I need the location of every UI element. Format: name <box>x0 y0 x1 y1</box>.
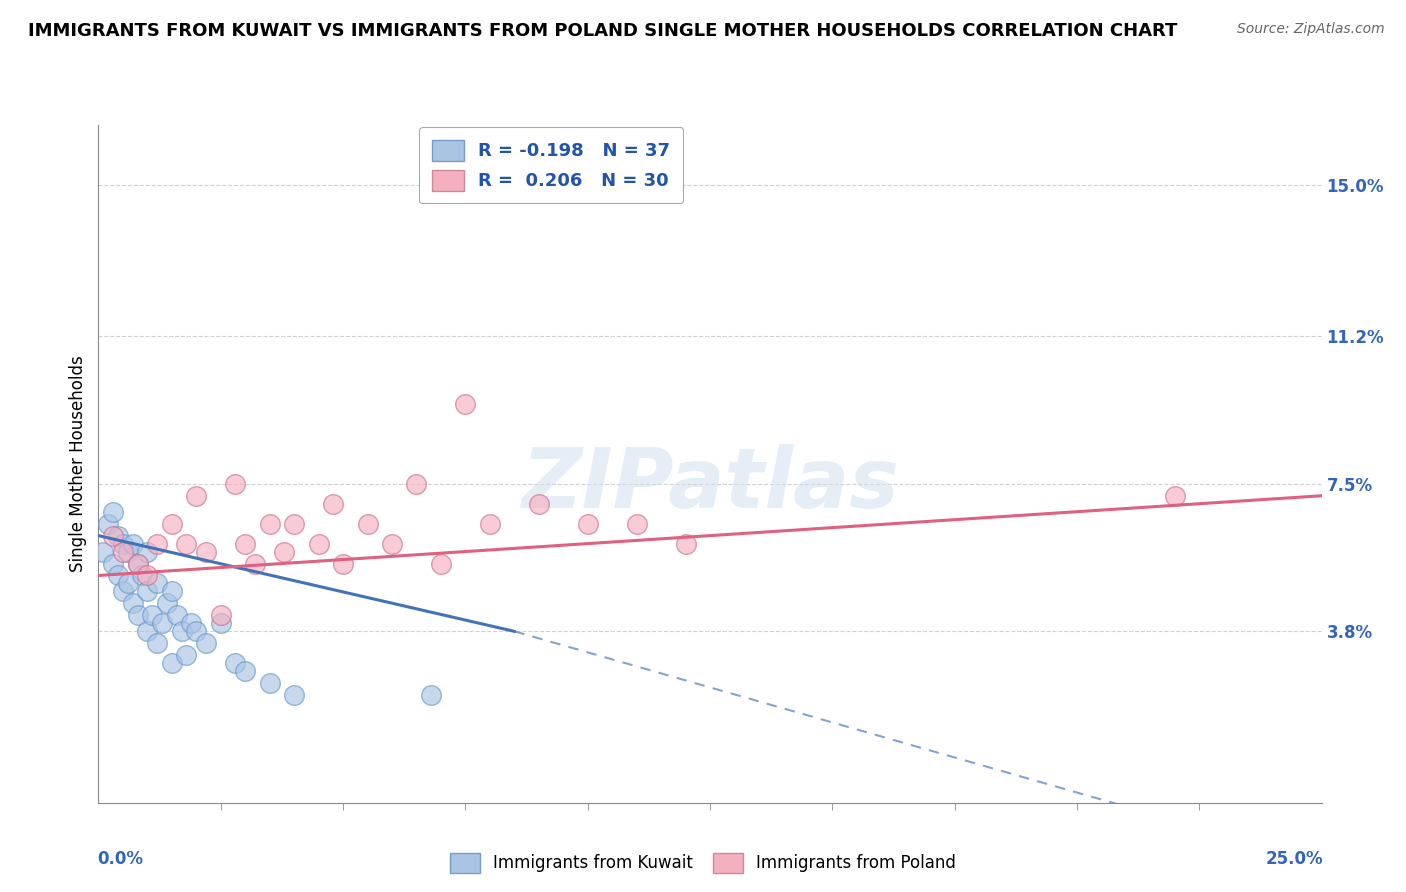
Point <box>160 657 183 671</box>
Point <box>430 557 453 571</box>
Point <box>121 536 143 550</box>
Point <box>160 516 183 531</box>
Point <box>283 516 305 531</box>
Point <box>141 608 163 623</box>
Point <box>127 557 149 571</box>
Point <box>308 536 330 550</box>
Point <box>209 616 232 631</box>
Point <box>195 636 218 650</box>
Point <box>224 476 246 491</box>
Point <box>273 544 295 558</box>
Point <box>322 497 344 511</box>
Point <box>160 584 183 599</box>
Point <box>91 544 114 558</box>
Y-axis label: Single Mother Households: Single Mother Households <box>69 356 87 572</box>
Point <box>283 688 305 702</box>
Point <box>478 516 501 531</box>
Point <box>121 596 143 610</box>
Point <box>180 616 202 631</box>
Point <box>527 497 550 511</box>
Point <box>107 568 129 582</box>
Point <box>195 544 218 558</box>
Point <box>156 596 179 610</box>
Text: Source: ZipAtlas.com: Source: ZipAtlas.com <box>1237 22 1385 37</box>
Point <box>176 536 198 550</box>
Point <box>420 688 443 702</box>
Point <box>405 476 427 491</box>
Point <box>111 584 134 599</box>
Point <box>176 648 198 663</box>
Point <box>136 544 159 558</box>
Point <box>136 584 159 599</box>
Point <box>136 624 159 639</box>
Point <box>127 608 149 623</box>
Point <box>454 397 477 411</box>
Point <box>127 557 149 571</box>
Point <box>101 557 124 571</box>
Point <box>186 624 208 639</box>
Point <box>146 636 169 650</box>
Point <box>186 489 208 503</box>
Point <box>626 516 648 531</box>
Point <box>150 616 173 631</box>
Point <box>107 528 129 542</box>
Point <box>243 557 266 571</box>
Point <box>117 544 139 558</box>
Point <box>259 676 281 690</box>
Point <box>146 536 169 550</box>
Point <box>166 608 188 623</box>
Point <box>170 624 193 639</box>
Point <box>117 576 139 591</box>
Point <box>97 516 120 531</box>
Point <box>675 536 697 550</box>
Point <box>209 608 232 623</box>
Point <box>146 576 169 591</box>
Point <box>131 568 153 582</box>
Point <box>101 528 124 542</box>
Point <box>332 557 354 571</box>
Point <box>233 536 256 550</box>
Point <box>111 544 134 558</box>
Text: 25.0%: 25.0% <box>1265 850 1323 868</box>
Point <box>576 516 599 531</box>
Legend: Immigrants from Kuwait, Immigrants from Poland: Immigrants from Kuwait, Immigrants from … <box>443 847 963 880</box>
Point <box>224 657 246 671</box>
Text: ZIPatlas: ZIPatlas <box>522 443 898 524</box>
Point <box>356 516 378 531</box>
Point <box>1164 489 1187 503</box>
Point <box>381 536 404 550</box>
Point <box>233 664 256 678</box>
Legend: R = -0.198   N = 37, R =  0.206   N = 30: R = -0.198 N = 37, R = 0.206 N = 30 <box>419 128 683 203</box>
Point <box>136 568 159 582</box>
Point <box>259 516 281 531</box>
Point <box>101 505 124 519</box>
Point <box>111 536 134 550</box>
Text: IMMIGRANTS FROM KUWAIT VS IMMIGRANTS FROM POLAND SINGLE MOTHER HOUSEHOLDS CORREL: IMMIGRANTS FROM KUWAIT VS IMMIGRANTS FRO… <box>28 22 1177 40</box>
Text: 0.0%: 0.0% <box>97 850 143 868</box>
